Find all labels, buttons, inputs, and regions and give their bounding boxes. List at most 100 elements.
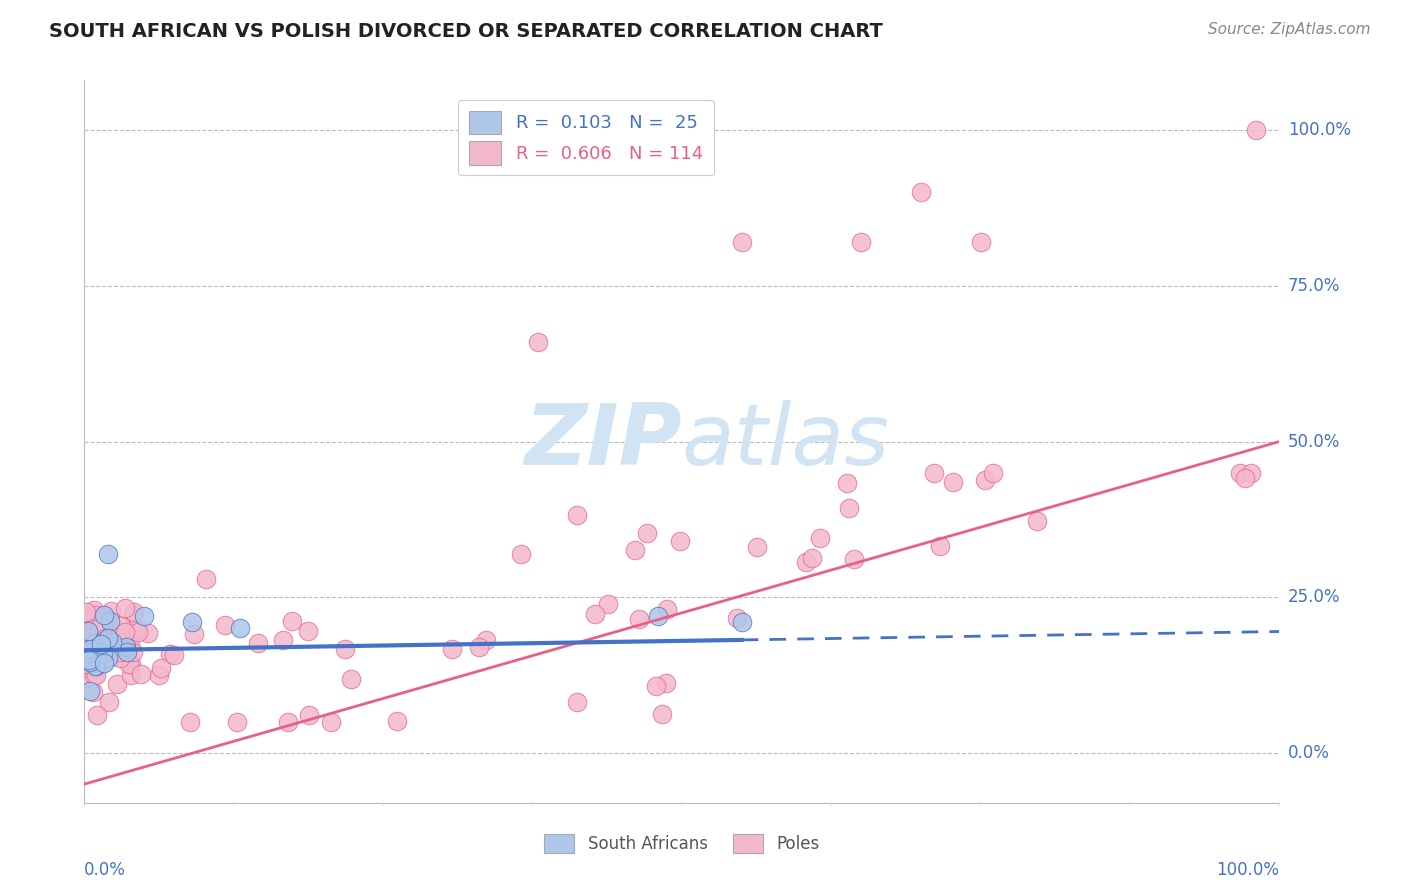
Point: [83, 603, 105, 617]
Point: [122, 605, 145, 619]
Point: [163, 648, 186, 663]
Point: [96, 610, 118, 624]
Point: [105, 623, 128, 637]
Point: [127, 624, 149, 639]
Point: [628, 612, 651, 626]
Point: [195, 572, 218, 586]
Point: [1234, 471, 1257, 485]
Point: [801, 550, 824, 565]
Point: [651, 707, 673, 722]
Point: [111, 626, 134, 640]
Point: [115, 645, 138, 659]
Point: [596, 597, 619, 611]
Point: [181, 615, 204, 630]
Point: [731, 615, 754, 630]
Point: [75, 657, 97, 672]
Point: [75, 605, 97, 619]
Point: [77, 624, 100, 639]
Point: [111, 632, 134, 646]
Point: [1229, 466, 1251, 480]
Point: [90, 637, 112, 651]
Point: [114, 625, 136, 640]
Point: [120, 638, 142, 652]
Point: [273, 633, 295, 648]
Point: [101, 619, 124, 633]
Point: [246, 636, 269, 650]
Point: [115, 638, 138, 652]
Text: 100.0%: 100.0%: [1216, 861, 1279, 879]
Text: atlas: atlas: [682, 400, 890, 483]
Point: [655, 676, 678, 690]
Point: [929, 539, 952, 553]
Point: [441, 642, 464, 657]
Point: [124, 624, 146, 639]
Text: 100.0%: 100.0%: [1288, 121, 1351, 139]
Point: [527, 334, 550, 349]
Point: [82, 622, 104, 636]
Legend: South Africans, Poles: South Africans, Poles: [537, 827, 827, 860]
Point: [229, 621, 252, 635]
Point: [90, 640, 112, 655]
Point: [118, 657, 141, 672]
Point: [281, 614, 304, 628]
Text: Source: ZipAtlas.com: Source: ZipAtlas.com: [1208, 22, 1371, 37]
Text: 75.0%: 75.0%: [1288, 277, 1340, 295]
Point: [108, 651, 131, 665]
Point: [339, 673, 361, 687]
Point: [125, 621, 148, 635]
Point: [842, 552, 865, 566]
Text: ZIP: ZIP: [524, 400, 682, 483]
Point: [183, 626, 205, 640]
Point: [86, 708, 108, 723]
Point: [80, 623, 103, 637]
Point: [101, 635, 124, 649]
Point: [475, 633, 498, 648]
Point: [108, 645, 131, 659]
Point: [82, 685, 104, 699]
Point: [647, 609, 669, 624]
Point: [973, 473, 995, 487]
Point: [149, 661, 172, 675]
Point: [120, 668, 142, 682]
Point: [565, 695, 588, 709]
Point: [509, 547, 531, 561]
Point: [98, 614, 121, 628]
Point: [277, 714, 299, 729]
Point: [837, 475, 859, 490]
Point: [148, 668, 170, 682]
Point: [94, 650, 117, 665]
Point: [93, 652, 115, 666]
Point: [91, 611, 114, 625]
Text: 25.0%: 25.0%: [1288, 588, 1340, 607]
Point: [91, 641, 114, 656]
Point: [91, 655, 114, 669]
Point: [129, 667, 152, 681]
Point: [75, 608, 97, 623]
Point: [83, 659, 105, 673]
Point: [94, 632, 117, 647]
Point: [910, 186, 932, 200]
Text: 0.0%: 0.0%: [1288, 744, 1330, 762]
Point: [79, 655, 101, 669]
Point: [725, 611, 748, 625]
Point: [105, 649, 128, 664]
Point: [79, 641, 101, 656]
Point: [669, 534, 692, 549]
Point: [91, 646, 114, 660]
Point: [922, 466, 945, 480]
Point: [100, 604, 122, 618]
Point: [121, 645, 143, 659]
Point: [89, 620, 111, 634]
Point: [105, 677, 128, 691]
Point: [84, 668, 107, 682]
Point: [93, 656, 115, 670]
Point: [808, 531, 831, 545]
Point: [115, 640, 138, 655]
Point: [120, 657, 142, 672]
Point: [77, 653, 100, 667]
Point: [636, 526, 658, 541]
Point: [80, 626, 103, 640]
Text: SOUTH AFRICAN VS POLISH DIVORCED OR SEPARATED CORRELATION CHART: SOUTH AFRICAN VS POLISH DIVORCED OR SEPA…: [49, 22, 883, 41]
Point: [136, 626, 159, 640]
Point: [93, 646, 115, 660]
